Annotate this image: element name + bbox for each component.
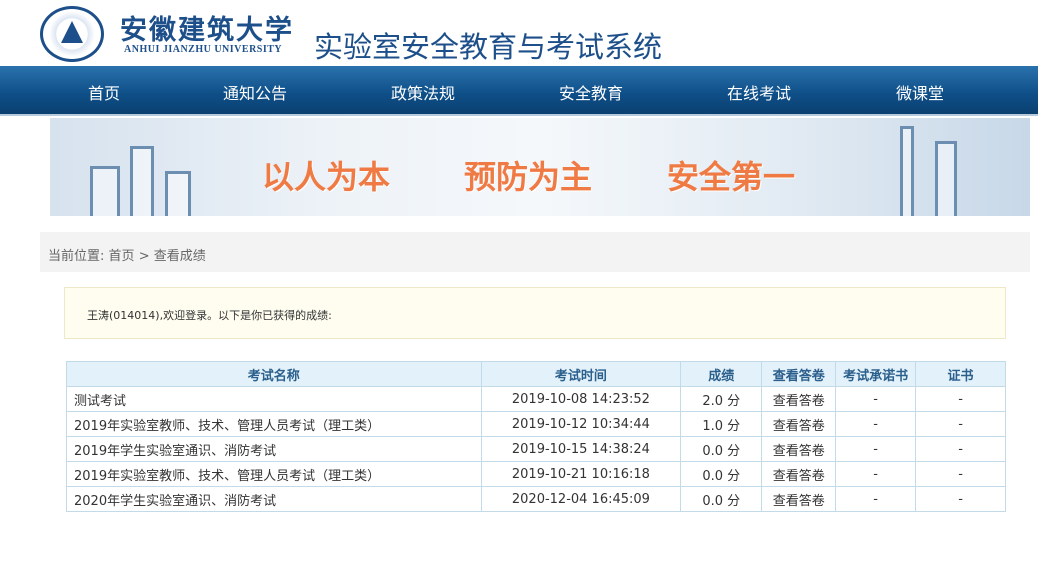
col-exam-time: 考试时间: [480, 361, 682, 387]
nav-policies[interactable]: 政策法规: [390, 84, 456, 103]
exam-time: 2020-12-04 16:45:09: [480, 486, 682, 512]
breadcrumb-home[interactable]: 首页: [108, 249, 135, 264]
table-row: 2020年学生实验室通识、消防考试 2020-12-04 16:45:09 0.0 …: [66, 486, 1006, 512]
col-pledge: 考试承诺书: [835, 361, 917, 387]
table-row: 测试考试 2019-10-08 14:23:52 2.0 分查看答卷 - -: [66, 386, 1006, 412]
nav-micro-course[interactable]: 微课堂: [895, 84, 945, 103]
slogan-2: 预防为主: [464, 158, 593, 196]
view-answers-link[interactable]: 查看答卷: [761, 436, 837, 462]
col-view-answers: 查看答卷: [761, 361, 837, 387]
score: 0.0 分: [680, 486, 763, 512]
view-answers-link[interactable]: 查看答卷: [761, 386, 837, 412]
col-exam-name: 考试名称: [66, 361, 482, 387]
score: 0.0 分: [680, 436, 763, 462]
exam-name: 2019年实验室教师、技术、管理人员考试（理工类）: [66, 411, 482, 437]
table-row: 2019年实验室教师、技术、管理人员考试（理工类） 2019-10-21 10:1…: [66, 461, 1006, 487]
certificate: -: [915, 411, 1006, 437]
score: 2.0 分: [680, 386, 763, 412]
certificate: -: [915, 386, 1006, 412]
pledge: -: [835, 486, 917, 512]
score: 0.0 分: [680, 461, 763, 487]
pledge: -: [835, 461, 917, 487]
system-title: 实验室安全教育与考试系统: [314, 30, 663, 64]
certificate: -: [915, 486, 1006, 512]
university-name: 安徽建筑大学: [120, 15, 294, 46]
breadcrumb-current: 查看成绩: [153, 249, 206, 264]
nav-safety-education[interactable]: 安全教育: [558, 84, 624, 103]
university-name-en: ANHUI JIANZHU UNIVERSITY: [124, 44, 283, 55]
pledge: -: [835, 411, 917, 437]
view-answers-link[interactable]: 查看答卷: [761, 486, 837, 512]
certificate: -: [915, 436, 1006, 462]
welcome-text: 王涛(014014),欢迎登录。以下是你已获得的成绩:: [87, 309, 332, 322]
exam-time: 2019-10-12 10:34:44: [480, 411, 682, 437]
exam-name: 2019年学生实验室通识、消防考试: [66, 436, 482, 462]
exam-name: 2020年学生实验室通识、消防考试: [66, 486, 482, 512]
exam-time: 2019-10-21 10:16:18: [480, 461, 682, 487]
col-score: 成绩: [680, 361, 763, 387]
banner: 以人为本 预防为主 安全第一: [50, 118, 1030, 216]
site-header: 安徽建筑大学 ANHUI JIANZHU UNIVERSITY 实验室安全教育与…: [0, 0, 1038, 66]
welcome-notice: 王涛(014014),欢迎登录。以下是你已获得的成绩:: [64, 287, 1006, 339]
nav-online-exam[interactable]: 在线考试: [726, 84, 792, 103]
pledge: -: [835, 436, 917, 462]
exam-name: 2019年实验室教师、技术、管理人员考试（理工类）: [66, 461, 482, 487]
university-seal-logo: [40, 6, 104, 62]
exam-time: 2019-10-08 14:23:52: [480, 386, 682, 412]
view-answers-link[interactable]: 查看答卷: [761, 461, 837, 487]
certificate: -: [915, 461, 1006, 487]
slogan-3: 安全第一: [667, 158, 796, 196]
exam-name: 测试考试: [66, 386, 482, 412]
table-row: 2019年实验室教师、技术、管理人员考试（理工类） 2019-10-12 10:3…: [66, 411, 1006, 437]
slogan-1: 以人为本: [262, 158, 391, 196]
table-header-row: 考试名称 考试时间 成绩 查看答卷 考试承诺书 证书: [66, 361, 1006, 387]
main-nav: 首页 通知公告 政策法规 安全教育 在线考试 微课堂: [0, 66, 1038, 116]
breadcrumb-prefix: 当前位置:: [48, 249, 105, 264]
col-certificate: 证书: [915, 361, 1006, 387]
nav-notices[interactable]: 通知公告: [222, 84, 288, 103]
scores-table: 考试名称 考试时间 成绩 查看答卷 考试承诺书 证书 测试考试 2019-10-0…: [66, 361, 1006, 512]
view-answers-link[interactable]: 查看答卷: [761, 411, 837, 437]
exam-time: 2019-10-15 14:38:24: [480, 436, 682, 462]
pledge: -: [835, 386, 917, 412]
nav-home[interactable]: 首页: [87, 84, 121, 103]
score: 1.0 分: [680, 411, 763, 437]
table-row: 2019年学生实验室通识、消防考试 2019-10-15 14:38:24 0.0 …: [66, 436, 1006, 462]
breadcrumb-sep: >: [138, 249, 150, 264]
breadcrumb: 当前位置: 首页 > 查看成绩: [40, 232, 1030, 272]
